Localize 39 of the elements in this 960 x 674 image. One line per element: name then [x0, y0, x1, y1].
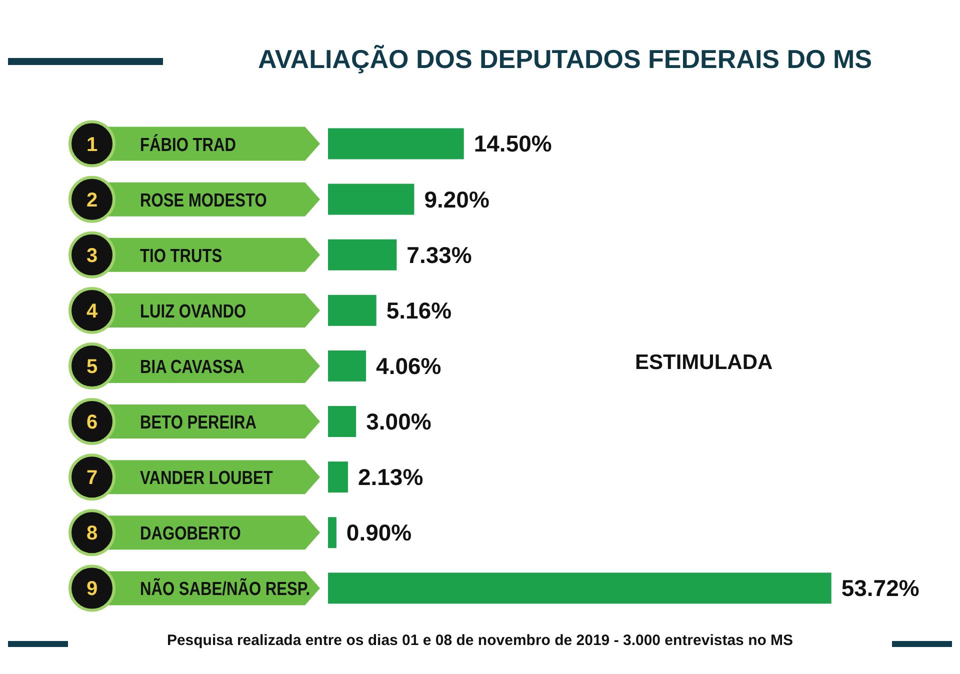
rank-badge: 2 [68, 176, 116, 223]
y-tick-label: VANDER LOUBET [140, 466, 274, 488]
text: Pesquisa realizada entre os dias 01 e 08 de novembro de 2019 - 3.000 entrevistas no MS [166, 632, 794, 649]
y-tick-label: TIO TRUTS [140, 244, 222, 266]
data-label: 3.00% [366, 408, 432, 434]
rank-badge: 5 [68, 342, 116, 390]
data-label: 14.50% [474, 130, 552, 157]
data-label: 2.13% [358, 464, 424, 490]
rank-badge: 8 [68, 509, 116, 556]
rank-badge: 9 [68, 564, 116, 612]
y-tick-label: BETO PEREIRA [140, 411, 257, 433]
bar [328, 572, 832, 604]
bar [328, 350, 366, 382]
y-tick-label: BIA CAVASSA [140, 356, 245, 378]
data-label: 9.20% [424, 186, 490, 212]
data-label: 7.33% [406, 242, 472, 268]
y-tick-label: NÃO SABE/NÃO RESP. [140, 578, 310, 600]
y-tick-label: ROSE MODESTO [140, 188, 267, 211]
data-label: 4.06% [376, 352, 442, 379]
y-tick-label: DAGOBERTO [140, 522, 241, 544]
bar [328, 128, 464, 160]
rank-badge: 1 [68, 120, 116, 168]
data-label: 5.16% [386, 297, 452, 324]
y-tick-label: FÁBIO TRAD [140, 133, 236, 156]
rank-badge: 6 [68, 398, 116, 446]
rank-badge: 4 [68, 286, 116, 334]
bar [328, 239, 397, 270]
annotation: ESTIMULADA [635, 351, 773, 375]
data-label: 0.90% [346, 520, 412, 546]
y-tick-label: LUIZ OVANDO [140, 300, 246, 322]
bar [328, 294, 376, 326]
chart-title: AVALIAÇÃO DOS DEPUTADOS FEDERAIS DO MS [257, 44, 873, 75]
bar [328, 406, 356, 437]
rank-badge: 3 [68, 231, 116, 278]
bar [328, 462, 348, 493]
rank-badge: 7 [68, 454, 116, 501]
data-label: 53.72% [841, 575, 920, 602]
bar [328, 184, 414, 215]
bar [328, 517, 336, 548]
